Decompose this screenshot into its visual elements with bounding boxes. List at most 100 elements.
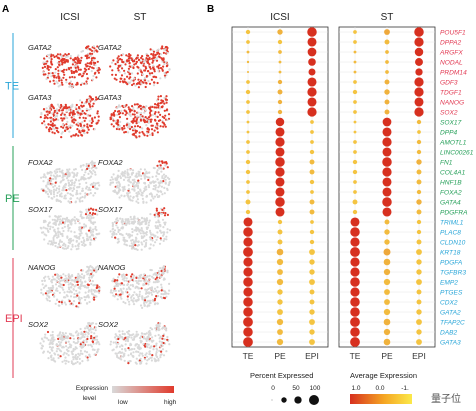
umap-cell <box>59 274 62 277</box>
umap-cell <box>115 78 118 81</box>
umap-cell <box>81 243 84 246</box>
umap-cell <box>132 293 135 297</box>
umap-cell <box>65 110 68 113</box>
umap-cell <box>75 218 78 221</box>
umap-cell <box>114 220 117 223</box>
dot-gdf3-epi-icsi <box>307 77 317 87</box>
umap-cell <box>148 219 151 222</box>
umap-cell <box>114 236 117 239</box>
umap-cell <box>131 273 134 276</box>
umap-cell <box>111 349 114 352</box>
umap-cell <box>74 201 77 204</box>
umap-cell <box>53 292 56 295</box>
dot-cdx2-pe-icsi <box>277 299 283 305</box>
dot-pou5f1-pe-st <box>384 29 390 35</box>
umap-cell <box>60 125 63 128</box>
umap-cell <box>123 195 126 198</box>
umap-cell <box>82 72 85 75</box>
umap-cell <box>57 72 60 75</box>
dot-prdm14-te-icsi <box>246 70 250 74</box>
umap-cell <box>60 276 63 279</box>
umap-cell <box>77 68 80 71</box>
umap-cell <box>87 295 90 298</box>
umap-cell <box>154 184 157 187</box>
umap-cell <box>161 193 164 196</box>
umap-cell <box>144 353 147 356</box>
umap-cell <box>46 60 49 63</box>
umap-cell <box>132 195 135 199</box>
umap-cell <box>91 52 94 55</box>
umap-cell <box>92 194 95 197</box>
umap-cell <box>61 83 64 86</box>
size-legend-dot-0 <box>271 399 273 401</box>
umap-cell <box>77 332 80 335</box>
umap-cell <box>143 240 146 243</box>
dot-cldn10-epi-icsi <box>309 239 315 245</box>
umap-cell <box>151 195 154 198</box>
gene-label-argfx: ARGFX <box>439 50 463 57</box>
umap-cell <box>131 220 134 223</box>
umap-cell <box>88 119 91 122</box>
umap-cell <box>151 239 154 242</box>
umap-cell <box>116 57 119 60</box>
umap-cell <box>46 183 49 186</box>
dot-cdx2-epi-icsi <box>309 299 315 305</box>
umap-cell <box>72 340 75 344</box>
umap-cell <box>57 131 60 134</box>
umap-cell <box>161 47 164 50</box>
umap-cell <box>55 287 58 290</box>
umap-cell <box>149 299 152 302</box>
umap-cell <box>54 232 58 235</box>
umap-cell <box>92 328 95 331</box>
umap-cell <box>93 336 96 339</box>
umap-cell <box>118 128 121 131</box>
umap-cell <box>145 124 148 127</box>
umap-cell <box>168 343 171 346</box>
umap-cell <box>145 282 148 285</box>
umap-cell <box>153 70 156 73</box>
umap-cell <box>139 279 142 282</box>
umap-cell <box>96 187 99 190</box>
umap-cell <box>144 116 147 119</box>
umap-cell <box>136 333 139 336</box>
umap-cell <box>153 81 156 84</box>
umap-cell <box>91 172 94 175</box>
umap-cell <box>54 184 57 187</box>
umap-cell <box>77 60 80 63</box>
umap-cell <box>84 83 88 86</box>
size-legend-tick-50: 50 <box>292 385 300 392</box>
umap-cell <box>67 354 70 357</box>
gene-label-gata2: GATA2 <box>440 310 461 317</box>
umap-cell <box>109 181 112 185</box>
umap-cell <box>56 191 59 194</box>
umap-cell <box>165 329 168 332</box>
umap-cell <box>127 124 130 127</box>
dot-dab2-epi-icsi <box>309 329 315 335</box>
umap-cell <box>140 111 143 115</box>
umap-cell <box>129 288 132 291</box>
dot-gata3-te-st <box>350 337 360 347</box>
umap-cell <box>92 74 95 78</box>
umap-cell <box>79 230 82 233</box>
umap-cell <box>140 174 143 177</box>
umap-cell <box>131 119 135 123</box>
umap-cell <box>136 281 139 284</box>
umap-cell <box>58 105 61 108</box>
umap-cell <box>71 181 74 184</box>
umap-cell <box>157 221 160 224</box>
umap-cell <box>89 61 93 64</box>
umap-cell <box>130 336 133 339</box>
umap-cell <box>127 233 131 236</box>
umap-cell <box>126 331 129 334</box>
umap-cell <box>66 171 69 174</box>
umap-cell <box>65 81 68 84</box>
umap-cell <box>76 294 79 297</box>
umap-cell <box>80 297 83 300</box>
umap-cell <box>151 133 154 137</box>
umap-cell <box>66 168 69 171</box>
umap-cell <box>76 197 79 200</box>
umap-cell <box>74 222 77 225</box>
umap-cell <box>149 48 152 51</box>
umap-cell <box>139 118 142 121</box>
